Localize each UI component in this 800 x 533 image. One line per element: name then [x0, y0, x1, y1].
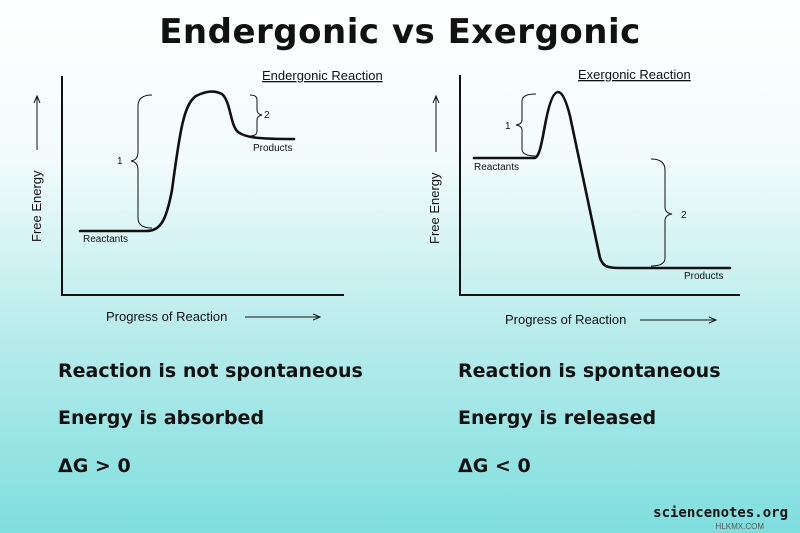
- exergonic-x-axis-label: Progress of Reaction: [505, 312, 626, 327]
- exergonic-energy-curve: [472, 90, 732, 270]
- exergonic-fact-energy: Energy is released: [458, 407, 657, 429]
- endergonic-reactants-label: Reactants: [83, 234, 128, 245]
- endergonic-bracket-2: [249, 94, 263, 137]
- exergonic-reactants-label: Reactants: [474, 162, 519, 173]
- exergonic-axes: [459, 75, 740, 296]
- endergonic-chart-title: Endergonic Reaction: [262, 68, 383, 83]
- exergonic-bracket-2: [650, 158, 673, 267]
- endergonic-products-label: Products: [253, 143, 292, 154]
- exergonic-fact-delta-g: ΔG < 0: [458, 455, 531, 477]
- endergonic-diagram: Endergonic Reaction Free Energy Progress…: [29, 68, 383, 324]
- endergonic-y-axis-label: Free Energy: [29, 170, 44, 242]
- exergonic-y-axis-label: Free Energy: [427, 172, 442, 244]
- endergonic-marker-1: 1: [117, 156, 123, 167]
- endergonic-x-axis-label: Progress of Reaction: [106, 309, 227, 324]
- endergonic-fact-delta-g: ΔG > 0: [58, 455, 131, 477]
- endergonic-marker-2: 2: [264, 110, 270, 121]
- exergonic-marker-1: 1: [505, 121, 511, 132]
- exergonic-diagram: Exergonic Reaction Free Energy Progress …: [427, 67, 740, 327]
- endergonic-axes: [61, 76, 344, 296]
- exergonic-fact-spontaneity: Reaction is spontaneous: [458, 360, 721, 382]
- endergonic-fact-energy: Energy is absorbed: [58, 407, 265, 429]
- source-credit: sciencenotes.org: [653, 505, 788, 521]
- exergonic-products-label: Products: [684, 271, 723, 282]
- exergonic-bracket-1: [515, 93, 537, 157]
- exergonic-chart-title: Exergonic Reaction: [578, 67, 691, 82]
- endergonic-energy-curve: [78, 90, 296, 233]
- page-title: Endergonic vs Exergonic: [159, 12, 641, 52]
- endergonic-fact-spontaneity: Reaction is not spontaneous: [58, 360, 363, 382]
- endergonic-bracket-1: [130, 94, 153, 229]
- watermark-text: HLKMX.COM: [715, 522, 764, 531]
- exergonic-marker-2: 2: [681, 210, 687, 221]
